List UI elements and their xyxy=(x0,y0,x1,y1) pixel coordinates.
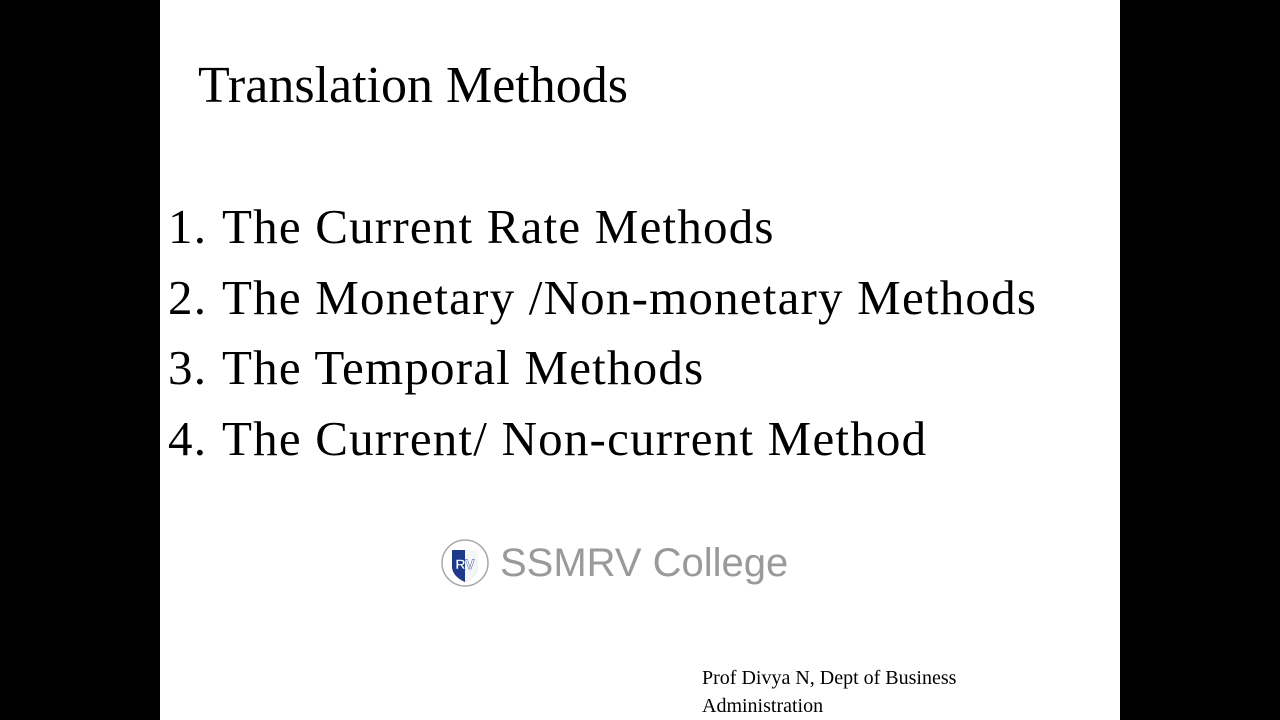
item-number: 1. xyxy=(168,199,208,254)
item-number: 4. xyxy=(168,410,208,466)
footer-credit: Prof Divya N, Dept of Business Administr… xyxy=(702,664,956,720)
rv-logo-icon: RV xyxy=(441,539,489,587)
logo-text: RV xyxy=(455,556,475,572)
watermark-text: SSMRV College xyxy=(500,541,789,585)
list-item: 4. The Current/ Non-current Method xyxy=(168,404,1037,475)
item-text: The Monetary /Non-monetary Methods xyxy=(222,269,1038,325)
list-item: 1. The Current Rate Methods xyxy=(168,192,1037,263)
list-item: 3. The Temporal Methods xyxy=(168,333,1037,404)
slide: Translation Methods 1. The Current Rate M… xyxy=(160,0,1120,720)
item-text: The Current/ Non-current Method xyxy=(222,410,928,466)
item-number: 3. xyxy=(168,340,208,395)
item-text: The Current Rate Methods xyxy=(222,199,775,254)
footer-line: Prof Divya N, Dept of Business xyxy=(702,667,957,689)
item-number: 2. xyxy=(168,269,208,325)
list-item: 2. The Monetary /Non-monetary Methods xyxy=(168,263,1037,334)
footer-line: Administration xyxy=(702,695,824,717)
item-text: The Temporal Methods xyxy=(222,340,705,395)
slide-title: Translation Methods xyxy=(198,57,628,114)
methods-list: 1. The Current Rate Methods 2. The Monetar… xyxy=(168,192,1037,474)
